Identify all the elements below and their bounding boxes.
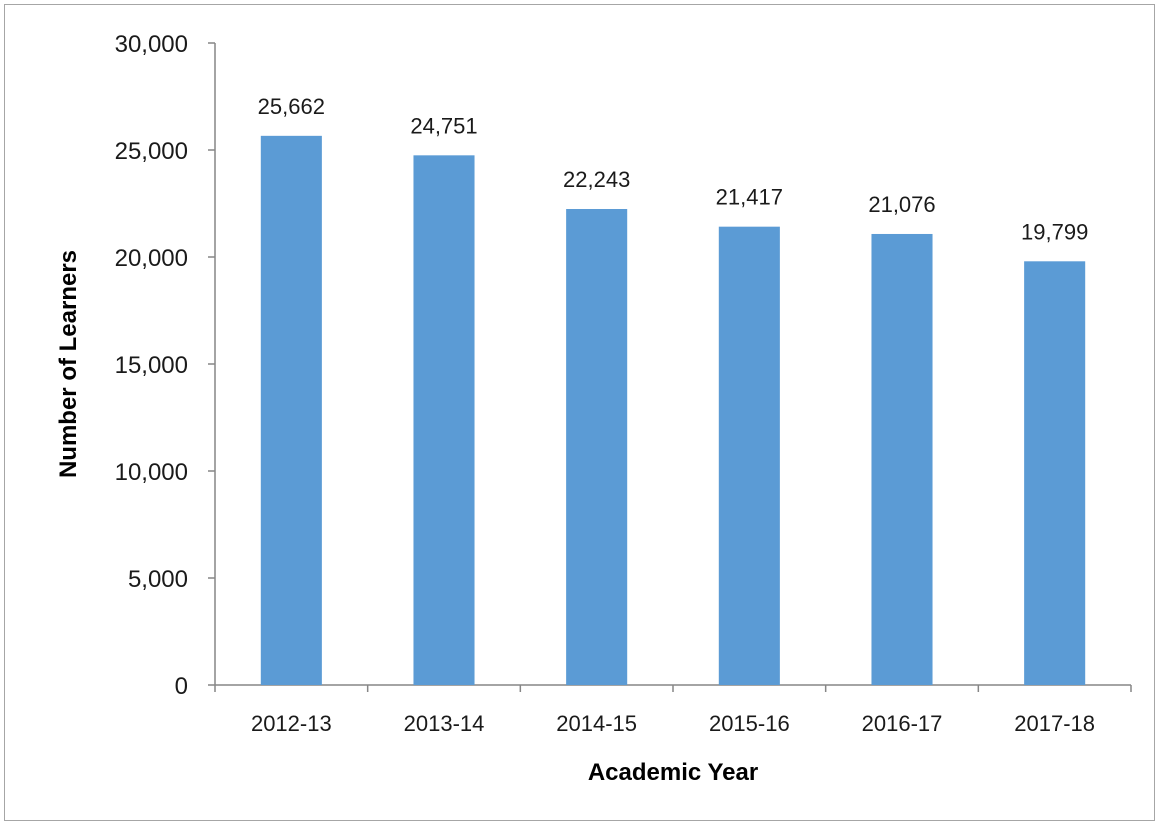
bar [413,155,475,685]
x-axis: 2012-13 2013-14 2014-15 2015-16 2016-17 2017-… [214,684,1132,736]
y-tick-label: 25,000 [115,138,188,165]
data-label: 21,417 [716,185,783,210]
y-tick-label: 20,000 [115,245,188,272]
y-axis-title: Number of Learners [55,250,82,478]
y-tick-label: 0 [175,673,188,700]
x-tick-label: 2013-14 [404,711,485,736]
x-axis-title: Academic Year [588,759,758,786]
y-tick-label: 30,000 [115,31,188,58]
data-label: 19,799 [1021,219,1088,244]
data-label: 24,751 [410,113,477,138]
x-tick-label: 2016-17 [862,711,943,736]
y-tick-label: 15,000 [115,352,188,379]
bar [718,226,780,685]
data-label: 22,243 [563,167,630,192]
bars [260,135,1086,686]
y-tick-label: 10,000 [115,459,188,486]
x-tick-label: 2017-18 [1014,711,1095,736]
bar [260,135,322,686]
x-tick-label: 2012-13 [251,711,332,736]
bar [871,233,933,685]
data-label: 21,076 [868,192,935,217]
y-axis: 0 5,000 10,000 15,000 20,000 25,000 30,000 [115,31,216,700]
x-tick-label: 2014-15 [556,711,637,736]
x-tick-label: 2015-16 [709,711,790,736]
data-labels: 25,662 24,751 22,243 21,417 21,076 19,799 [258,94,1089,244]
bar [566,208,628,685]
y-tick-label: 5,000 [128,566,188,593]
data-label: 25,662 [258,94,325,119]
bar [1024,261,1086,685]
